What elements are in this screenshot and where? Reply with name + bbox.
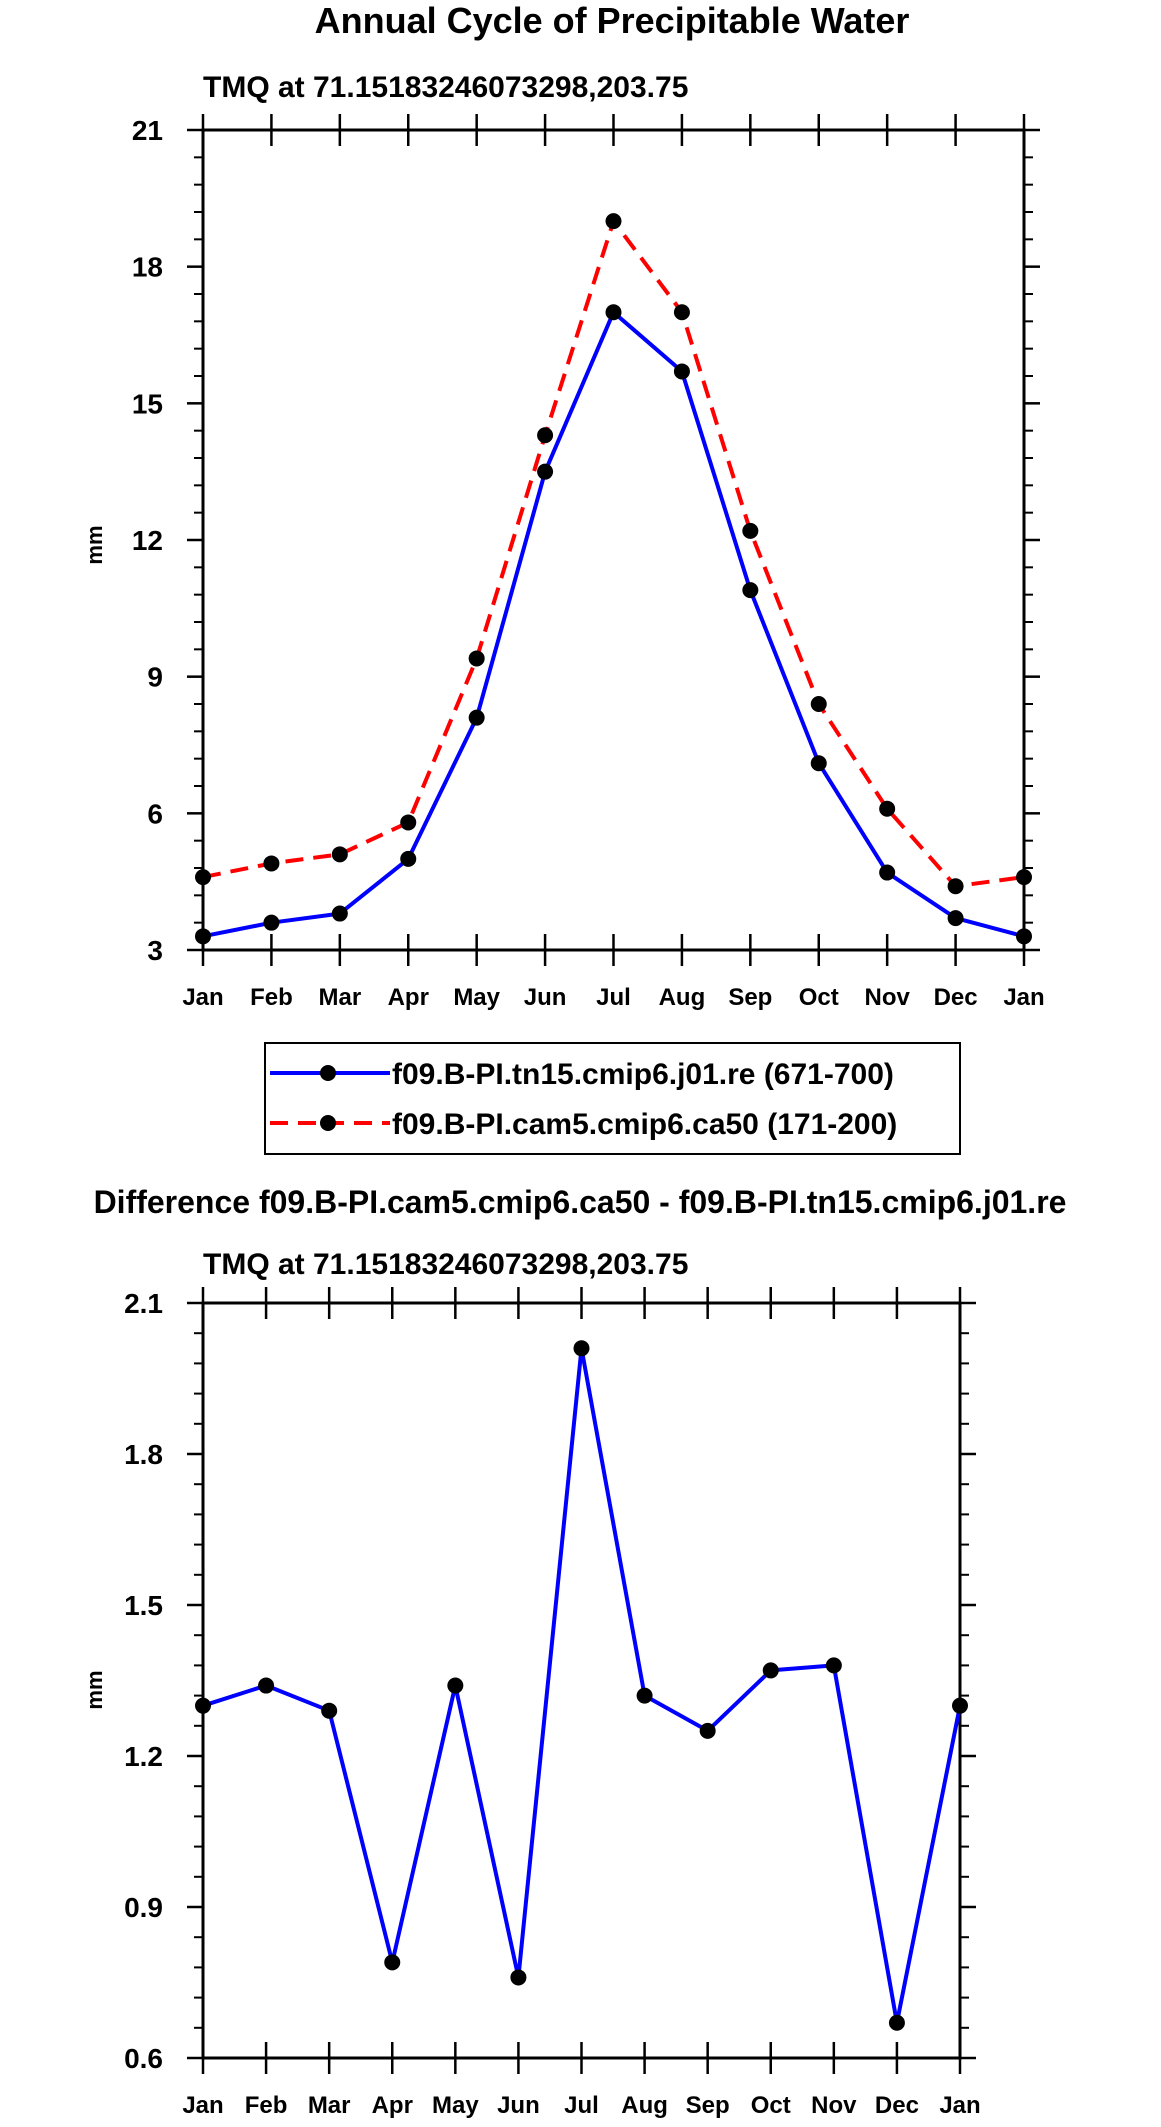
chart-1-xtick-label: Aug bbox=[659, 984, 706, 1011]
chart-2-plot-area: Jan Feb Mar Apr May Jun Jul Aug Sep Oct Nov Dec Jan 0… bbox=[124, 1287, 981, 2119]
chart-2-ytick-label: 1.5 bbox=[124, 1590, 163, 1621]
chart-2-series-1-point bbox=[321, 1702, 338, 1719]
chart-1-series-2-point bbox=[263, 855, 280, 872]
chart-2-xtick-label: Jul bbox=[564, 2092, 599, 2119]
chart-1-series-1-point bbox=[605, 304, 622, 321]
chart-2-xtick-label: Oct bbox=[751, 2092, 791, 2119]
chart-1-ylabel: mm bbox=[82, 525, 107, 564]
chart-1-xtick-label: Nov bbox=[864, 984, 910, 1011]
chart-1-series-2-point bbox=[947, 878, 964, 895]
chart-annual-cycle: Annual Cycle of Precipitable Water TMQ a… bbox=[82, 0, 1045, 1155]
chart-1-series-2-point bbox=[400, 814, 417, 831]
chart-1-xtick-label: Jan bbox=[182, 984, 223, 1011]
legend-label-series-2: f09.B-PI.cam5.cmip6.ca50 (171-200) bbox=[392, 1108, 897, 1141]
chart-1-series-1-point bbox=[263, 914, 280, 931]
chart-2-xtick-label: Apr bbox=[372, 2092, 413, 2119]
chart-2-xtick-label: Mar bbox=[308, 2092, 351, 2119]
chart-1-series-1-point bbox=[879, 864, 896, 881]
chart-1-series-2-point bbox=[195, 869, 211, 886]
chart-1-ytick-label: 21 bbox=[132, 115, 163, 146]
chart-2-title: Difference f09.B-PI.cam5.cmip6.ca50 - f0… bbox=[94, 1184, 1067, 1220]
chart-2-xtick-label: Aug bbox=[621, 2092, 668, 2119]
chart-1-ytick-label: 6 bbox=[147, 798, 163, 829]
chart-2-xtick-label: Jun bbox=[497, 2092, 540, 2119]
chart-1-series-2-point bbox=[331, 846, 348, 863]
chart-2-ytick-label: 0.6 bbox=[124, 2043, 163, 2074]
chart-1-xtick-label: Sep bbox=[728, 984, 772, 1011]
chart-1-plot-area: Jan Feb Mar Apr May Jun Jul Aug Sep Oct Nov Dec Jan 3… bbox=[132, 114, 1045, 1011]
chart-1-xtick-label: May bbox=[453, 984, 500, 1011]
chart-1-series-2-point bbox=[537, 427, 554, 444]
chart-2-series-1-point bbox=[447, 1677, 464, 1694]
chart-1-series-1-point bbox=[331, 905, 348, 922]
chart-1-series-2-point bbox=[1016, 869, 1032, 886]
chart-1-ytick-label: 18 bbox=[132, 252, 163, 283]
chart-2-series-1-point bbox=[952, 1697, 968, 1714]
chart-1-series-2-point bbox=[468, 650, 485, 667]
legend-marker-series-2 bbox=[320, 1115, 336, 1131]
chart-1-series-1-point bbox=[742, 582, 759, 599]
chart-1-series-1-point bbox=[1016, 928, 1032, 945]
chart-2-xtick-label: Nov bbox=[811, 2092, 857, 2119]
chart-2-xtick-label: Feb bbox=[245, 2092, 288, 2119]
chart-1-xtick-label: Jul bbox=[596, 984, 631, 1011]
legend-label-series-1: f09.B-PI.tn15.cmip6.j01.re (671-700) bbox=[392, 1058, 894, 1091]
legend-box bbox=[264, 1042, 961, 1155]
chart-2-frame bbox=[201, 1301, 962, 2060]
chart-1-series-1-point bbox=[468, 709, 485, 726]
legend-marker-series-1 bbox=[320, 1065, 336, 1081]
chart-1-xtick-label: Oct bbox=[799, 984, 839, 1011]
chart-1-ytick-label: 3 bbox=[147, 935, 163, 966]
chart-2-series-1-point bbox=[258, 1677, 275, 1694]
chart-2-ylabel: mm bbox=[82, 1670, 107, 1709]
chart-1-legend: f09.B-PI.tn15.cmip6.j01.re (671-700) f09… bbox=[264, 1042, 961, 1155]
chart-1-xtick-label: Jun bbox=[524, 984, 567, 1011]
chart-1-subtitle: TMQ at 71.15183246073298,203.75 bbox=[203, 71, 688, 104]
chart-2-xtick-label: Sep bbox=[686, 2092, 730, 2119]
chart-difference: Difference f09.B-PI.cam5.cmip6.ca50 - f0… bbox=[82, 1184, 1066, 2119]
chart-1-series-2-point bbox=[673, 304, 690, 321]
chart-1-series-2-point bbox=[879, 800, 896, 817]
chart-2-xtick-label: Dec bbox=[875, 2092, 919, 2119]
chart-2-series-1-point bbox=[384, 1954, 401, 1971]
chart-1-series-1-point bbox=[673, 363, 690, 380]
chart-1-series-1-point bbox=[810, 755, 827, 772]
chart-1-ytick-label: 15 bbox=[132, 388, 163, 419]
chart-1-title: Annual Cycle of Precipitable Water bbox=[315, 0, 910, 41]
chart-1-xtick-label: Mar bbox=[318, 984, 361, 1011]
chart-2-series-1-point bbox=[825, 1657, 842, 1674]
chart-2-series-1-point bbox=[888, 2014, 905, 2031]
chart-1-series-1-point bbox=[947, 910, 964, 927]
chart-2-xtick-label: Jan bbox=[939, 2092, 980, 2119]
chart-1-ytick-label: 9 bbox=[147, 662, 163, 693]
chart-2-xtick-label: May bbox=[432, 2092, 479, 2119]
chart-2-series-1-point bbox=[510, 1969, 527, 1986]
chart-2-ytick-label: 2.1 bbox=[124, 1288, 163, 1319]
chart-1-xtick-label: Dec bbox=[934, 984, 978, 1011]
chart-2-xtick-label: Jan bbox=[182, 2092, 223, 2119]
chart-2-subtitle: TMQ at 71.15183246073298,203.75 bbox=[203, 1248, 688, 1281]
chart-2-series-1-point bbox=[573, 1340, 590, 1357]
chart-2-series-1-point bbox=[636, 1687, 653, 1704]
chart-1-series-2-line bbox=[202, 219, 1025, 889]
chart-1-series-2-point bbox=[605, 213, 622, 230]
chart-1-ytick-label: 12 bbox=[132, 525, 163, 556]
chart-2-series-1-line bbox=[202, 1346, 962, 2025]
chart-1-xtick-label: Apr bbox=[388, 984, 429, 1011]
chart-1-xtick-label: Jan bbox=[1003, 984, 1044, 1011]
chart-1-series-1-point bbox=[195, 928, 211, 945]
chart-1-xtick-label: Feb bbox=[250, 984, 293, 1011]
chart-1-series-1-point bbox=[400, 850, 417, 867]
chart-2-ytick-label: 1.2 bbox=[124, 1741, 163, 1772]
chart-1-series-2-point bbox=[742, 522, 759, 539]
chart-1-series-1-point bbox=[537, 463, 554, 480]
chart-1-series-1-line bbox=[202, 310, 1025, 939]
chart-2-series-1-point bbox=[699, 1722, 716, 1739]
chart-1-series-2-point bbox=[810, 696, 827, 712]
chart-2-ytick-label: 0.9 bbox=[124, 1892, 163, 1923]
chart-2-ytick-label: 1.8 bbox=[124, 1439, 163, 1470]
chart-2-series-1-point bbox=[762, 1662, 779, 1679]
chart-2-series-1-point bbox=[195, 1697, 211, 1714]
